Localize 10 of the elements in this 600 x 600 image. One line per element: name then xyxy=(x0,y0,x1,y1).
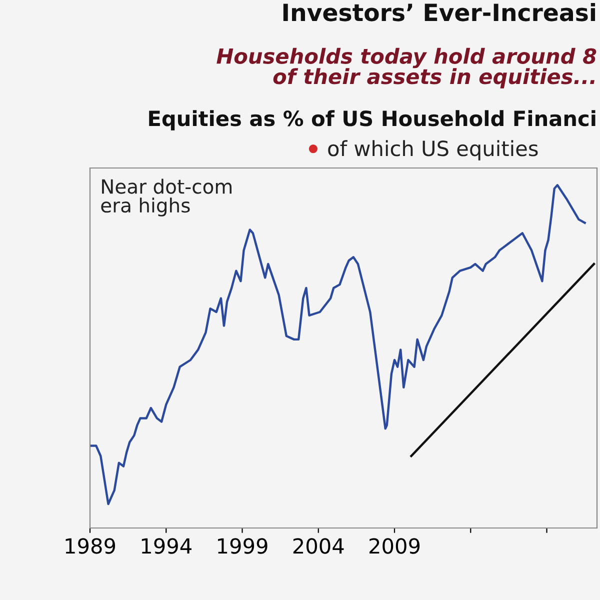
chart-subtitle: Households today hold around 8 of their assets in equities... xyxy=(216,48,596,88)
x-tick-label: 1999 xyxy=(218,538,268,554)
text: of which US equities xyxy=(328,140,538,160)
annotation: Near dot-com era highs xyxy=(101,178,232,216)
x-tick-label: 1989 xyxy=(66,538,116,554)
x-tick-label: 2004 xyxy=(293,538,344,554)
x-tick-label: 2009 xyxy=(370,538,420,554)
chart-title: Investors’ Ever-Increasi xyxy=(283,3,596,22)
text: Equities as % of US Household Financi xyxy=(149,110,596,130)
x-tick-label: 1994 xyxy=(142,538,192,554)
